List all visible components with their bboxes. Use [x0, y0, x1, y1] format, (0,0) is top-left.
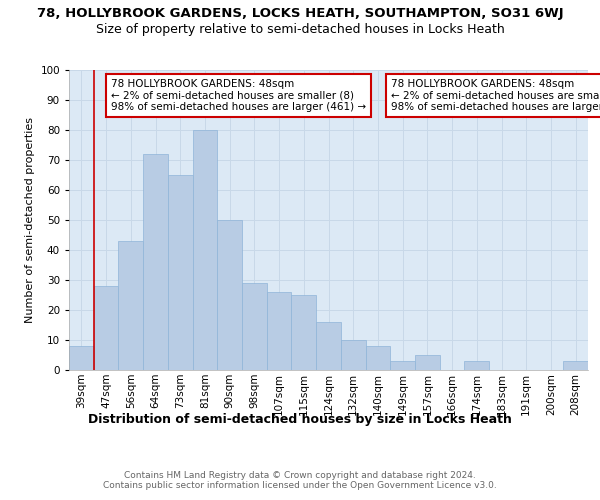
- Bar: [217, 220, 242, 370]
- Text: 78 HOLLYBROOK GARDENS: 48sqm
← 2% of semi-detached houses are smaller (8)
98% of: 78 HOLLYBROOK GARDENS: 48sqm ← 2% of sem…: [111, 79, 366, 112]
- Bar: [193, 130, 217, 370]
- Bar: [365, 346, 390, 370]
- Y-axis label: Number of semi-detached properties: Number of semi-detached properties: [25, 117, 35, 323]
- Bar: [563, 361, 588, 370]
- Bar: [390, 361, 415, 370]
- Bar: [242, 283, 267, 370]
- Text: Size of property relative to semi-detached houses in Locks Heath: Size of property relative to semi-detach…: [95, 22, 505, 36]
- Text: Contains HM Land Registry data © Crown copyright and database right 2024.
Contai: Contains HM Land Registry data © Crown c…: [103, 470, 497, 490]
- Bar: [415, 355, 440, 370]
- Bar: [168, 175, 193, 370]
- Bar: [143, 154, 168, 370]
- Text: Distribution of semi-detached houses by size in Locks Heath: Distribution of semi-detached houses by …: [88, 412, 512, 426]
- Bar: [292, 295, 316, 370]
- Text: 78 HOLLYBROOK GARDENS: 48sqm
← 2% of semi-detached houses are smaller (8)
98% of: 78 HOLLYBROOK GARDENS: 48sqm ← 2% of sem…: [391, 79, 600, 112]
- Bar: [316, 322, 341, 370]
- Bar: [267, 292, 292, 370]
- Bar: [464, 361, 489, 370]
- Text: 78, HOLLYBROOK GARDENS, LOCKS HEATH, SOUTHAMPTON, SO31 6WJ: 78, HOLLYBROOK GARDENS, LOCKS HEATH, SOU…: [37, 8, 563, 20]
- Bar: [118, 241, 143, 370]
- Bar: [69, 346, 94, 370]
- Bar: [341, 340, 365, 370]
- Bar: [94, 286, 118, 370]
